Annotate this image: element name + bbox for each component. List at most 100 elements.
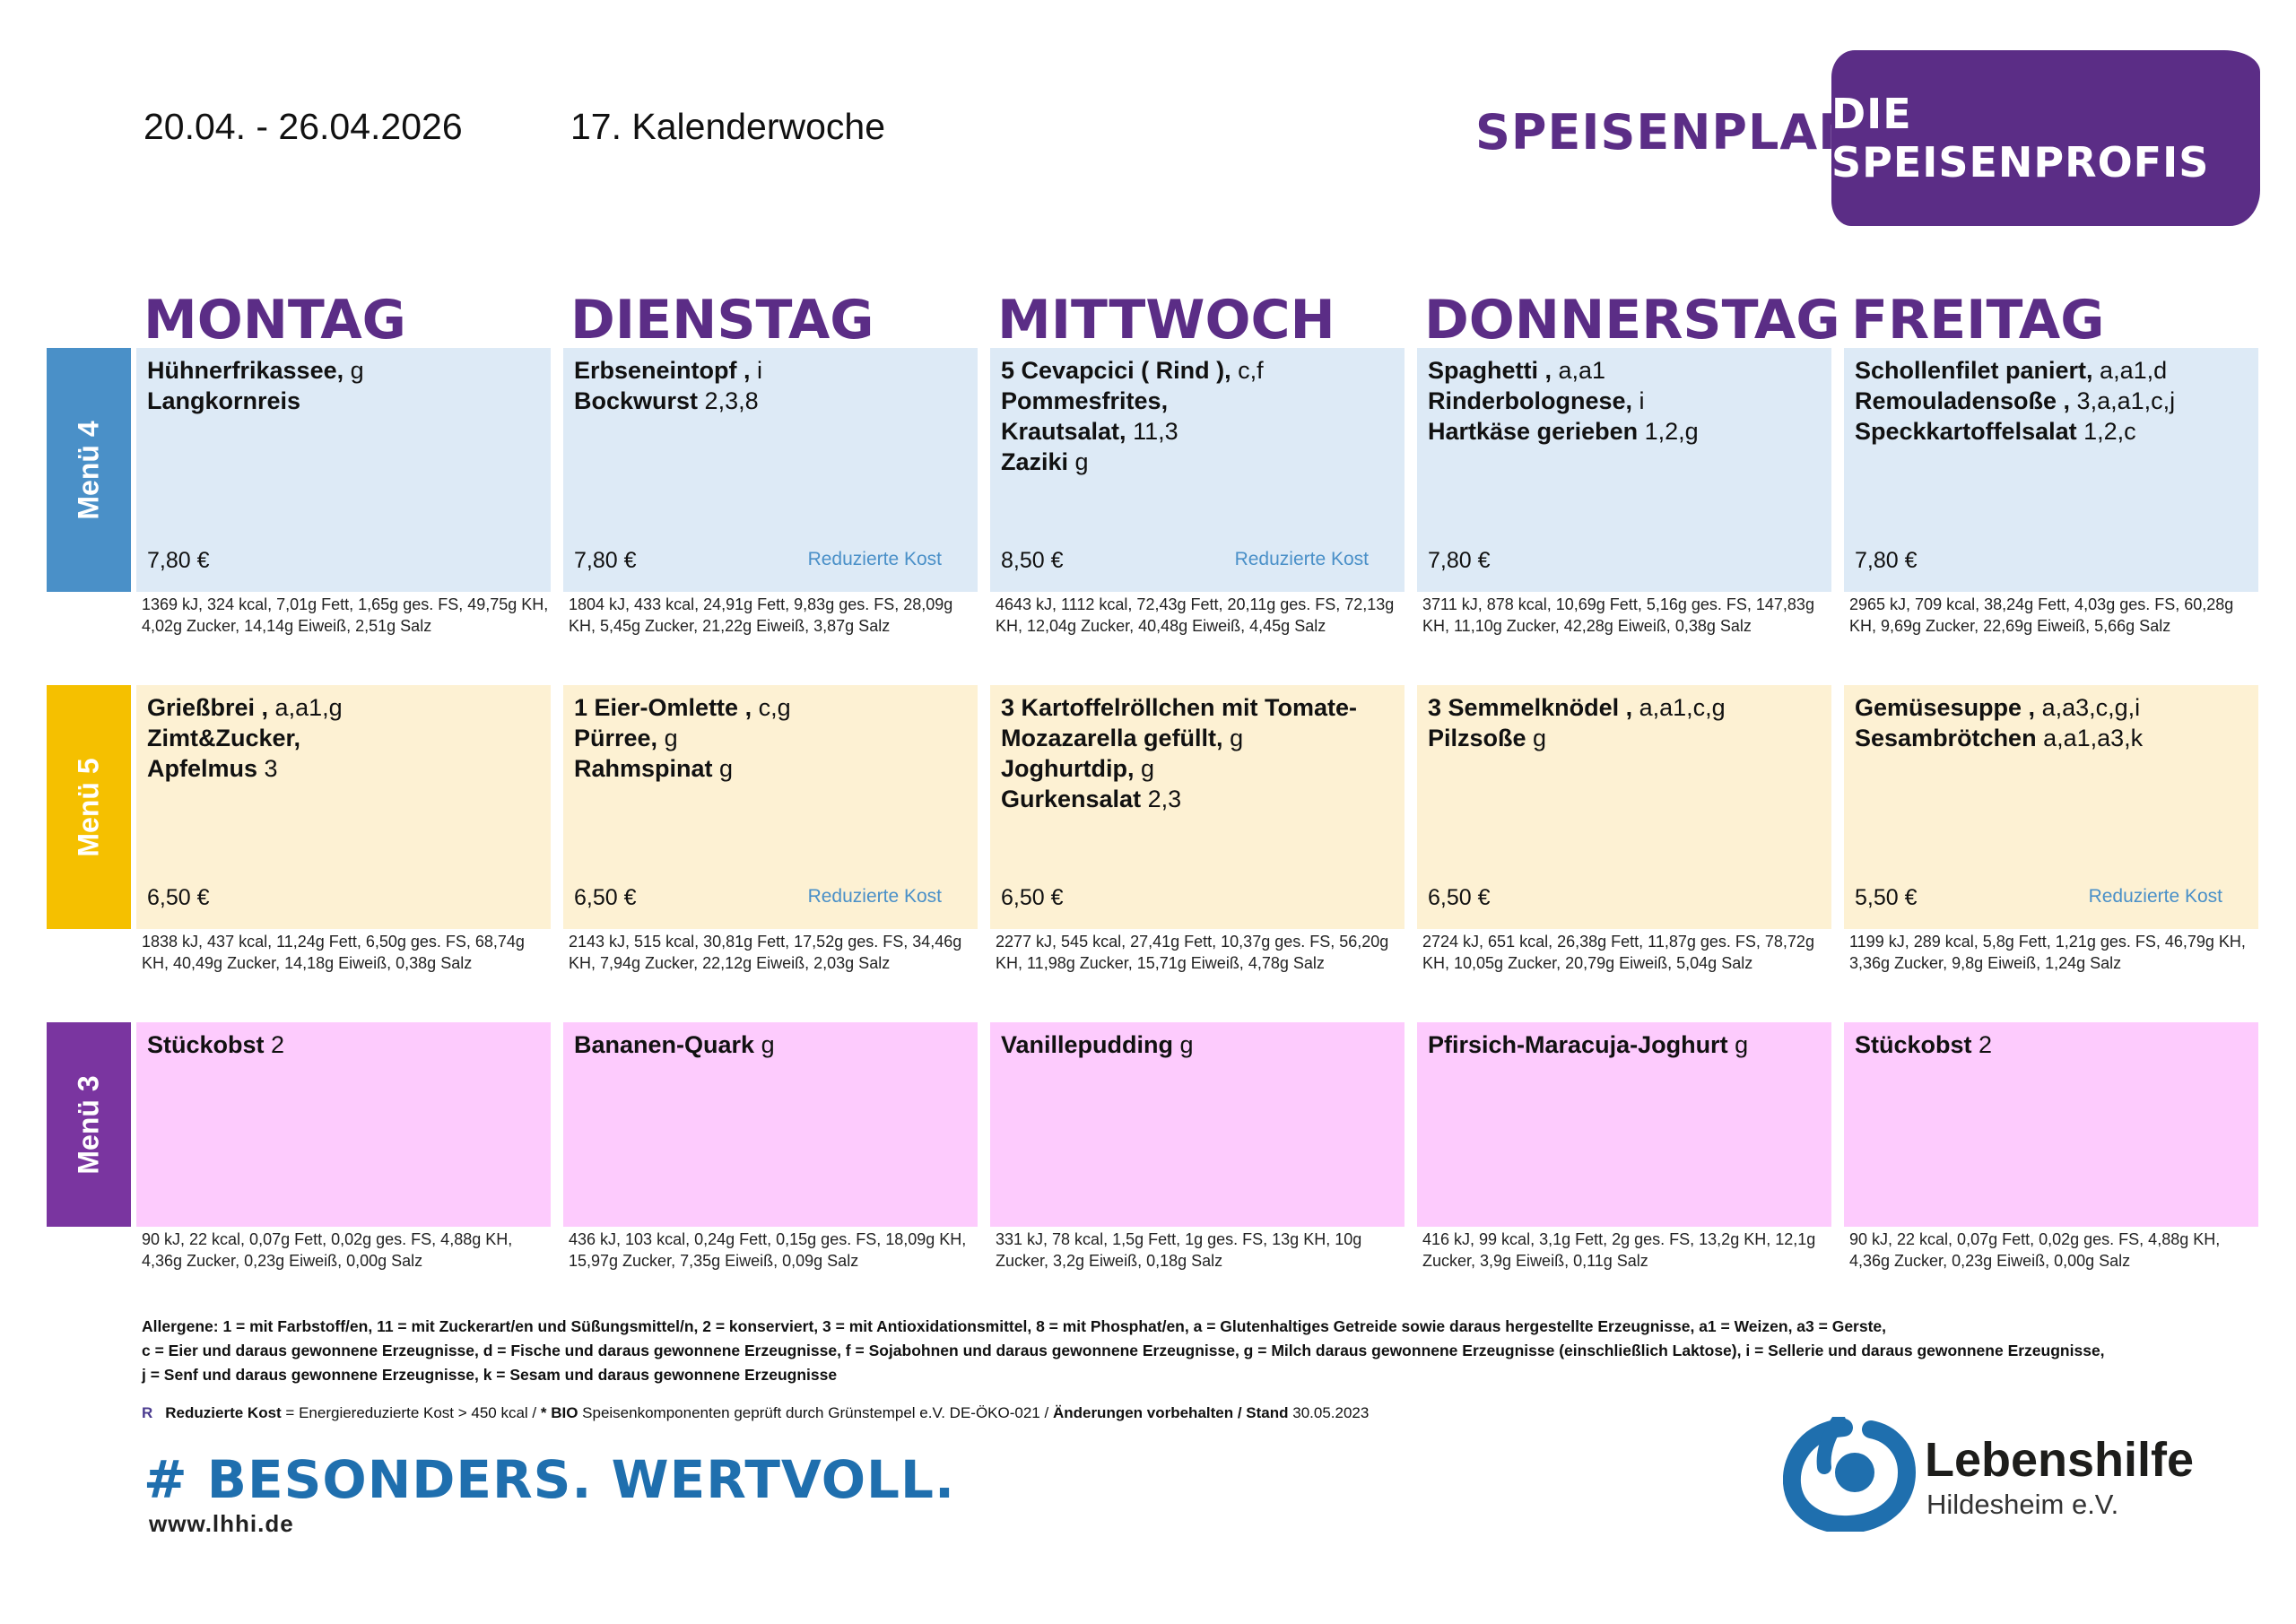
- allergen-codes: a,a1,d: [2092, 357, 2168, 384]
- dish-line: Zaziki g: [1001, 447, 1394, 477]
- allergen-codes: g: [344, 357, 364, 384]
- dish-line: Rinderbolognese, i: [1428, 386, 1821, 416]
- allergen-codes: 2: [1971, 1031, 1993, 1058]
- dish-line: Remouladensoße , 3,a,a1,c,j: [1855, 386, 2248, 416]
- allergen-codes: g: [754, 1031, 775, 1058]
- dish-name: Remouladensoße ,: [1855, 387, 2071, 414]
- menu-cell: Spaghetti , a,a1 Rinderbolognese, i Hartkä…: [1417, 348, 1831, 592]
- website-link[interactable]: www.lhhi.de: [149, 1510, 294, 1537]
- dish-line: Stückobst 2: [1855, 1029, 2248, 1060]
- dish-name: Apfelmus: [147, 755, 258, 782]
- reduced-diet-badge: Reduzierte Kost: [807, 549, 942, 569]
- dish-line: Erbseneintopf , i: [574, 355, 967, 386]
- dish-line: Bockwurst 2,3,8: [574, 386, 967, 416]
- dish-line: Gemüsesuppe , a,a3,c,g,i: [1855, 692, 2248, 723]
- dish-line: Bananen-Quark g: [574, 1029, 967, 1060]
- menu-cell: Schollenfilet paniert, a,a1,d Remouladens…: [1844, 348, 2258, 592]
- price: 6,50 €: [1001, 885, 1064, 910]
- day-heading-montag: MONTAG: [144, 289, 406, 352]
- menu-label: Menü 3: [72, 1074, 105, 1175]
- menu-cell: Stückobst 2: [1844, 1022, 2258, 1227]
- nutrition-info: 3711 kJ, 878 kcal, 10,69g Fett, 5,16g ge…: [1422, 595, 1814, 635]
- nutrition-info: 1369 kJ, 324 kcal, 7,01g Fett, 1,65g ges…: [142, 595, 549, 635]
- menu-tab-1: Menü 4: [47, 348, 131, 592]
- reduced-diet-badge: Reduzierte Kost: [1234, 549, 1369, 569]
- allergen-legend: Allergene: 1 = mit Farbstoff/en, 11 = mi…: [142, 1315, 2105, 1387]
- nutrition-info: 90 kJ, 22 kcal, 0,07g Fett, 0,02g ges. F…: [142, 1230, 513, 1270]
- dish-line: Sesambrötchen a,a1,a3,k: [1855, 723, 2248, 753]
- allergen-line: Allergene: 1 = mit Farbstoff/en, 11 = mi…: [142, 1317, 1887, 1335]
- price: 6,50 €: [574, 885, 637, 910]
- hashtag-slogan: # BESONDERS. WERTVOLL.: [144, 1449, 955, 1510]
- reduced-text: = Energiereduzierte Kost > 450 kcal /: [281, 1404, 541, 1421]
- dish-line: Schollenfilet paniert, a,a1,d: [1855, 355, 2248, 386]
- menu-cell: 5 Cevapcici ( Rind ), c,f Pommesfrites, Kr…: [990, 348, 1405, 592]
- nutrition-info: 416 kJ, 99 kcal, 3,1g Fett, 2g ges. FS, …: [1422, 1230, 1816, 1270]
- dish-name: Rinderbolognese,: [1428, 387, 1633, 414]
- allergen-codes: 3,a,a1,c,j: [2070, 387, 2176, 414]
- allergen-codes: a,a3,c,g,i: [2035, 694, 2141, 721]
- reduced-diet-badge: Reduzierte Kost: [807, 886, 942, 907]
- allergen-codes: i: [750, 357, 763, 384]
- dish-name: Rahmspinat: [574, 755, 713, 782]
- dish-name: 5 Cevapcici ( Rind ),: [1001, 357, 1231, 384]
- nutrition-info: 331 kJ, 78 kcal, 1,5g Fett, 1g ges. FS, …: [996, 1230, 1362, 1270]
- day-heading-donnerstag: DONNERSTAG: [1424, 289, 1840, 352]
- dish-name: Bockwurst: [574, 387, 699, 414]
- menu-label: Menü 5: [72, 757, 105, 857]
- calendar-week: 17. Kalenderwoche: [570, 106, 886, 147]
- dish-line: Grießbrei , a,a1,g: [147, 692, 540, 723]
- dish-line: Speckkartoffelsalat 1,2,c: [1855, 416, 2248, 447]
- bio-text: Speisenkomponenten geprüft durch Grünste…: [578, 1404, 1053, 1421]
- price: 5,50 €: [1855, 885, 1918, 910]
- changes-label: Änderungen vorbehalten / Stand: [1052, 1404, 1289, 1421]
- lebenshilfe-logo-icon: [1782, 1413, 1917, 1534]
- stand-date: 30.05.2023: [1288, 1404, 1370, 1421]
- day-heading-mittwoch: MITTWOCH: [997, 289, 1335, 352]
- dish-line: Hartkäse gerieben 1,2,g: [1428, 416, 1821, 447]
- dish-name: Gurkensalat: [1001, 786, 1142, 812]
- allergen-codes: a,a1,g: [268, 694, 343, 721]
- dish-name: Gemüsesuppe ,: [1855, 694, 2036, 721]
- menu-tab-3: Menü 3: [47, 1022, 131, 1227]
- dish-name: Speckkartoffelsalat: [1855, 418, 2077, 445]
- dish-line: 3 Semmelknödel , a,a1,c,g: [1428, 692, 1821, 723]
- menu-cell: Bananen-Quark g: [563, 1022, 978, 1227]
- dish-name: Schollenfilet paniert,: [1855, 357, 2093, 384]
- dish-line: Pfirsich-Maracuja-Joghurt g: [1428, 1029, 1821, 1060]
- dish-name: 3 Kartoffelröllchen mit Tomate-: [1001, 694, 1358, 721]
- dish-line: Pürree, g: [574, 723, 967, 753]
- dish-line: Krautsalat, 11,3: [1001, 416, 1394, 447]
- allergen-codes: g: [1068, 448, 1089, 475]
- allergen-codes: c,g: [752, 694, 791, 721]
- menu-cell: Pfirsich-Maracuja-Joghurt g: [1417, 1022, 1831, 1227]
- day-heading-dienstag: DIENSTAG: [570, 289, 874, 352]
- dish-line: Stückobst 2: [147, 1029, 540, 1060]
- dish-line: Apfelmus 3: [147, 753, 540, 784]
- allergen-codes: 2: [264, 1031, 285, 1058]
- dish-name: Langkornreis: [147, 387, 301, 414]
- dish-name: Hühnerfrikassee,: [147, 357, 344, 384]
- dish-line: Vanillepudding g: [1001, 1029, 1394, 1060]
- day-heading-freitag: FREITAG: [1851, 289, 2105, 352]
- dish-name: Bananen-Quark: [574, 1031, 755, 1058]
- dish-name: Joghurtdip,: [1001, 755, 1135, 782]
- dish-name: Pürree,: [574, 725, 658, 751]
- dish-name: Zimt&Zucker,: [147, 725, 301, 751]
- allergen-codes: g: [712, 755, 734, 782]
- nutrition-info: 2724 kJ, 651 kcal, 26,38g Fett, 11,87g g…: [1422, 933, 1814, 972]
- nutrition-info: 2143 kJ, 515 kcal, 30,81g Fett, 17,52g g…: [569, 933, 962, 972]
- menu-cell: 3 Semmelknödel , a,a1,c,g Pilzsoße g 6,50 …: [1417, 685, 1831, 929]
- price: 6,50 €: [1428, 885, 1491, 910]
- dish-line: Gurkensalat 2,3: [1001, 784, 1394, 814]
- nutrition-info: 1838 kJ, 437 kcal, 11,24g Fett, 6,50g ge…: [142, 933, 525, 972]
- brand-badge: DIE SPEISENPROFIS: [1831, 50, 2260, 226]
- reduced-label: Reduzierte Kost: [165, 1404, 282, 1421]
- allergen-codes: g: [1134, 755, 1155, 782]
- dish-name: Zaziki: [1001, 448, 1069, 475]
- allergen-codes: a,a1: [1552, 357, 1606, 384]
- nutrition-info: 4643 kJ, 1112 kcal, 72,43g Fett, 20,11g …: [996, 595, 1395, 635]
- menu-cell: 3 Kartoffelröllchen mit Tomate- Mozazarel…: [990, 685, 1405, 929]
- dish-name: Vanillepudding: [1001, 1031, 1174, 1058]
- r-marker: R: [142, 1404, 153, 1421]
